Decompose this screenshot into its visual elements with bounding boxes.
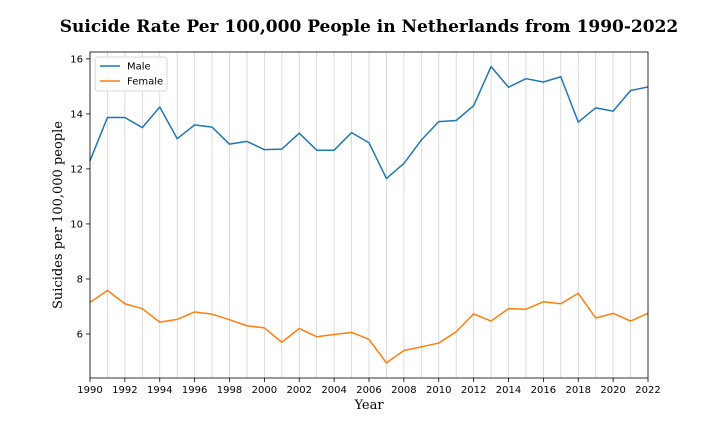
x-tick-label: 2002 — [287, 385, 312, 396]
y-tick-label: 10 — [70, 219, 83, 230]
x-tick-label: 1996 — [182, 385, 207, 396]
legend: Male Female — [94, 56, 168, 92]
y-tick-label: 14 — [70, 109, 83, 120]
series-lines — [89, 65, 649, 364]
grid-lines — [89, 52, 649, 378]
x-tick-label: 2018 — [566, 385, 591, 396]
x-tick-label: 2014 — [496, 385, 521, 396]
x-tick-label: 2020 — [600, 385, 625, 396]
x-tick-label: 1992 — [112, 385, 137, 396]
x-tick-label: 2022 — [635, 385, 660, 396]
x-tick-label: 2008 — [391, 385, 416, 396]
x-tick-label: 2006 — [356, 385, 381, 396]
y-tick-label: 16 — [70, 54, 83, 65]
x-tick-label: 1998 — [217, 385, 242, 396]
series-line-male — [89, 65, 649, 180]
x-tick-label: 1990 — [77, 385, 102, 396]
x-axis-label: Year — [353, 398, 384, 413]
y-tick-label: 12 — [70, 164, 83, 175]
chart-title: Suicide Rate Per 100,000 People in Nethe… — [60, 17, 679, 37]
series-line-female — [89, 289, 649, 364]
x-tick-label: 2016 — [531, 385, 556, 396]
legend-label-male: Male — [127, 62, 151, 73]
y-axis-label: Suicides per 100,000 people — [51, 121, 66, 309]
legend-label-female: Female — [127, 77, 163, 88]
x-tick-label: 1994 — [147, 385, 172, 396]
x-tick-label: 2012 — [461, 385, 486, 396]
y-axis-ticks: 6 8 10 12 14 16 — [70, 54, 90, 340]
x-tick-label: 2000 — [252, 385, 277, 396]
x-axis-ticks: 1990 1992 1994 1996 1998 2000 2002 2004 2006 2008… — [77, 378, 661, 396]
x-tick-label: 2010 — [426, 385, 451, 396]
y-tick-label: 8 — [77, 274, 83, 285]
y-tick-label: 6 — [77, 329, 83, 340]
x-tick-label: 2004 — [321, 385, 346, 396]
